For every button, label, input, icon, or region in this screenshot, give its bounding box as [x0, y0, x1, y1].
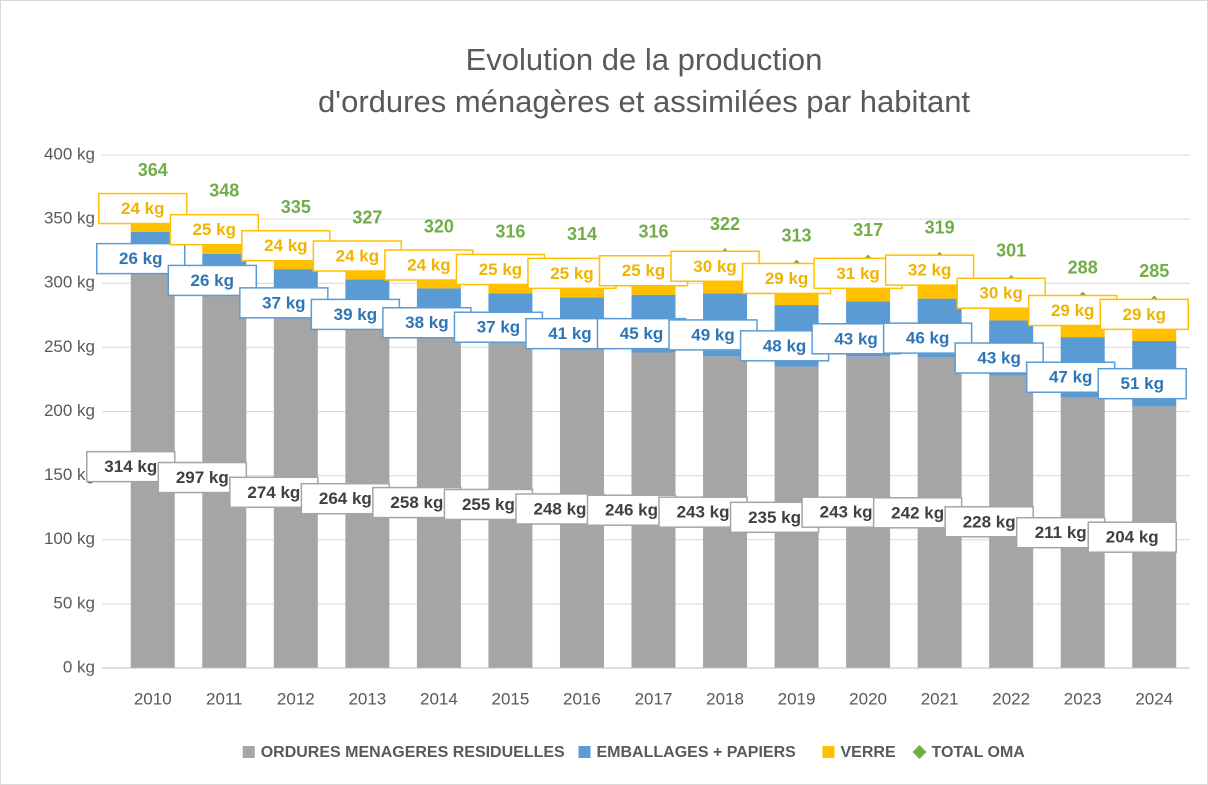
data-label: 211 kg: [1035, 523, 1087, 542]
data-label: 297 kg: [176, 468, 229, 487]
y-tick-label: 250 kg: [44, 337, 95, 356]
total-label: 327: [352, 207, 382, 227]
x-tick-label: 2018: [706, 689, 744, 708]
legend-label: ORDURES MENAGERES RESIDUELLES: [261, 744, 565, 761]
x-tick-label: 2011: [206, 689, 243, 708]
data-label: 30 kg: [693, 257, 736, 276]
data-label: 243 kg: [820, 503, 873, 522]
data-label: 43 kg: [834, 329, 877, 348]
data-label: 248 kg: [533, 499, 586, 518]
data-label: 228 kg: [963, 512, 1016, 531]
data-label-box: [1087, 521, 1177, 553]
data-label: 41 kg: [548, 324, 591, 343]
x-tick-label: 2010: [134, 689, 172, 708]
data-label: 46 kg: [906, 329, 949, 348]
data-label: 274 kg: [247, 483, 300, 502]
x-tick-label: 2019: [778, 689, 816, 708]
x-tick-label: 2020: [849, 689, 887, 708]
data-label: 258 kg: [390, 493, 443, 512]
x-tick-label: 2017: [635, 689, 673, 708]
data-label: 31 kg: [836, 264, 879, 283]
x-tick-label: 2013: [348, 689, 386, 708]
total-label: 314: [567, 224, 597, 244]
data-label: 25 kg: [622, 261, 665, 280]
y-tick-label: 0 kg: [63, 657, 95, 676]
data-label: 32 kg: [908, 261, 951, 280]
data-label: 246 kg: [605, 501, 658, 520]
data-label: 26 kg: [119, 249, 162, 268]
y-tick-label: 50 kg: [53, 593, 95, 612]
legend-marker: [822, 746, 835, 758]
y-tick-label: 400 kg: [44, 144, 95, 163]
legend-marker: [242, 746, 255, 758]
legend-label: TOTAL OMA: [932, 744, 1026, 761]
data-label: 37 kg: [477, 318, 520, 337]
total-label: 364: [138, 160, 168, 180]
y-tick-label: 300 kg: [44, 273, 95, 292]
total-label: 317: [853, 220, 883, 240]
data-label: 49 kg: [691, 325, 734, 344]
data-label: 43 kg: [977, 349, 1020, 368]
x-tick-label: 2022: [992, 689, 1030, 708]
legend-marker: [912, 745, 927, 759]
total-label: 285: [1139, 261, 1169, 281]
x-tick-label: 2023: [1064, 689, 1102, 708]
data-label: 26 kg: [191, 271, 234, 290]
data-label: 24 kg: [264, 236, 307, 255]
legend-label: VERRE: [841, 744, 896, 761]
data-label: 24 kg: [336, 246, 379, 265]
x-tick-label: 2012: [277, 689, 315, 708]
data-label: 242 kg: [891, 503, 944, 522]
total-label: 301: [996, 241, 1026, 261]
data-label: 51 kg: [1120, 374, 1163, 393]
data-label: 39 kg: [334, 305, 377, 324]
data-label: 264 kg: [319, 489, 372, 508]
data-label: 30 kg: [979, 284, 1022, 303]
data-label: 29 kg: [1051, 301, 1094, 320]
y-tick-label: 350 kg: [44, 209, 95, 228]
total-label: 348: [209, 180, 239, 200]
data-label: 29 kg: [765, 269, 808, 288]
data-label: 243 kg: [677, 503, 730, 522]
data-label: 235 kg: [748, 508, 801, 527]
x-tick-label: 2021: [921, 689, 959, 708]
data-label: 24 kg: [121, 199, 164, 218]
chart-title: Evolution de la production: [466, 42, 823, 77]
total-label: 320: [424, 216, 454, 236]
data-label: 45 kg: [620, 324, 663, 343]
x-tick-label: 2016: [563, 689, 601, 708]
data-label: 24 kg: [407, 255, 450, 274]
x-tick-label: 2014: [420, 689, 458, 708]
data-label: 204 kg: [1106, 528, 1159, 547]
data-label: 255 kg: [462, 495, 515, 514]
total-label: 288: [1068, 257, 1098, 277]
data-label: 47 kg: [1049, 368, 1092, 387]
legend-label: EMBALLAGES + PAPIERS: [597, 744, 797, 761]
chart-title: d'ordures ménagères et assimilées par ha…: [318, 84, 970, 119]
legend-marker: [578, 746, 591, 758]
y-tick-label: 200 kg: [44, 401, 95, 420]
y-tick-label: 150 kg: [44, 465, 95, 484]
data-label: 25 kg: [550, 264, 593, 283]
data-label: 25 kg: [479, 260, 522, 279]
x-tick-label: 2015: [492, 689, 530, 708]
data-label-box: [169, 213, 260, 246]
y-tick-label: 100 kg: [44, 529, 95, 548]
total-label: 335: [281, 197, 311, 217]
data-label: 38 kg: [405, 313, 448, 332]
data-label-box: [1097, 367, 1187, 400]
data-label: 48 kg: [763, 336, 806, 355]
data-label: 25 kg: [193, 220, 236, 239]
data-label-box: [1099, 298, 1189, 331]
data-label: 29 kg: [1122, 305, 1165, 324]
total-label: 316: [638, 221, 668, 241]
total-label: 313: [782, 225, 812, 245]
total-label: 316: [495, 221, 525, 241]
data-label: 37 kg: [262, 293, 305, 312]
total-label: 319: [925, 218, 955, 238]
total-label: 322: [710, 214, 740, 234]
x-tick-label: 2024: [1135, 689, 1173, 708]
data-label: 314 kg: [104, 457, 157, 476]
